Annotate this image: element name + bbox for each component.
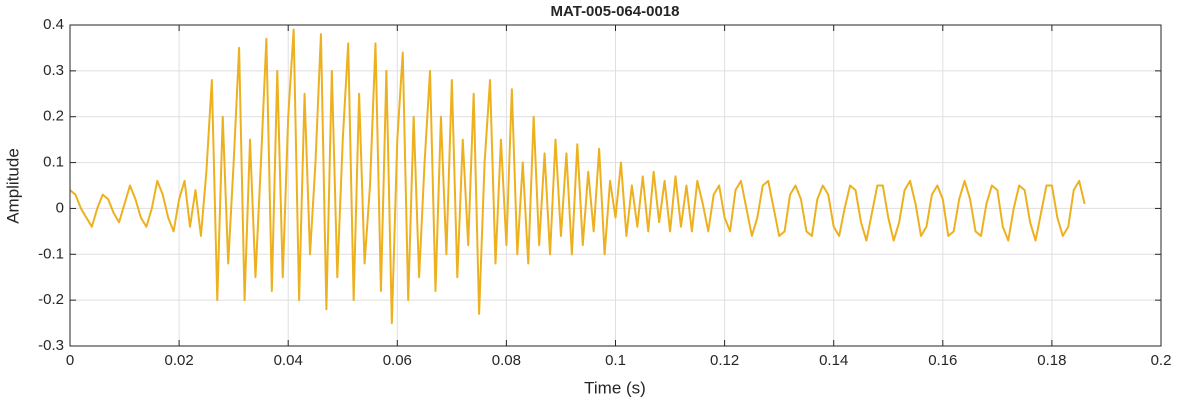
x-tick-label: 0.1 xyxy=(605,352,626,369)
x-tick-label: 0 xyxy=(66,352,74,369)
y-tick-label: -0.1 xyxy=(38,245,64,262)
x-tick-label: 0.02 xyxy=(164,352,193,369)
y-tick-label: 0 xyxy=(56,199,64,216)
x-tick-label: 0.08 xyxy=(492,352,521,369)
x-tick-label: 0.16 xyxy=(928,352,957,369)
y-tick-label: 0.1 xyxy=(43,154,64,171)
waveform-line xyxy=(69,28,1086,325)
x-tick-label: 0.12 xyxy=(710,352,739,369)
y-tick-label: 0.4 xyxy=(43,16,64,33)
x-axis-label: Time (s) xyxy=(584,378,646,397)
x-tick-label: 0.06 xyxy=(383,352,412,369)
x-tick-label: 0.18 xyxy=(1037,352,1066,369)
y-axis-label: Amplitude xyxy=(3,148,22,224)
chart-title: MAT-005-064-0018 xyxy=(551,3,680,20)
x-tick-label: 0.2 xyxy=(1151,352,1172,369)
y-tick-label: -0.2 xyxy=(38,291,64,308)
y-tick-label: 0.3 xyxy=(43,62,64,79)
y-tick-label: 0.2 xyxy=(43,108,64,125)
x-tick-label: 0.04 xyxy=(274,352,303,369)
x-tick-label: 0.14 xyxy=(819,352,848,369)
y-tick-label: -0.3 xyxy=(38,337,64,354)
axes-box xyxy=(69,24,1162,347)
